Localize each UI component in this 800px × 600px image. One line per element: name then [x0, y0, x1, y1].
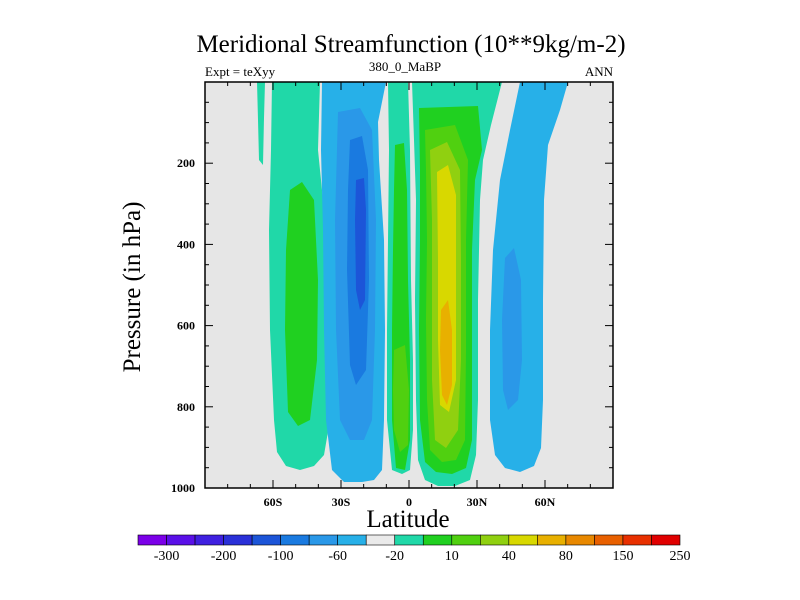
colorbar-swatch — [594, 534, 624, 546]
colorbar-label: 80 — [559, 549, 573, 564]
colorbar-swatch — [365, 534, 396, 546]
colorbar-swatch — [480, 534, 510, 546]
x-tick-label: 0 — [406, 495, 412, 509]
center-string: 380_0_MaBP — [369, 59, 441, 74]
colorbar-label: 10 — [445, 549, 459, 564]
y-tick-label: 400 — [177, 237, 195, 251]
colorbar-swatch — [394, 534, 424, 546]
y-tick-label: 1000 — [171, 481, 195, 495]
y-axis-label: Pressure (in hPa) — [119, 202, 146, 373]
chart-title: Meridional Streamfunction (10**9kg/m-2) — [196, 31, 625, 58]
colorbar-label: -100 — [268, 549, 294, 564]
colorbar-swatch — [223, 534, 253, 546]
colorbar-swatch — [194, 534, 224, 546]
plot-area — [205, 82, 613, 488]
colorbar-swatch — [308, 534, 338, 546]
colorbar-label: 250 — [670, 549, 691, 564]
colorbar-swatch — [651, 534, 681, 546]
x-tick-label: 60N — [535, 495, 556, 509]
y-tick-label: 800 — [177, 400, 195, 414]
contour-band — [502, 248, 522, 410]
contour-band — [355, 178, 366, 310]
colorbar-swatch — [166, 534, 196, 546]
colorbar-label: -20 — [385, 549, 404, 564]
contour-band — [257, 82, 265, 165]
colorbar-label: -200 — [211, 549, 237, 564]
x-tick-label: 30S — [332, 495, 351, 509]
x-tick-label: 30N — [467, 495, 488, 509]
y-tick-label: 600 — [177, 319, 195, 333]
contour-band — [440, 300, 452, 405]
colorbar: -300 -200 -100 -60 -20 10 40 80 150 250 — [137, 534, 691, 564]
colorbar-swatch — [251, 534, 281, 546]
colorbar-swatch — [422, 534, 453, 546]
x-tick-label: 60S — [264, 495, 283, 509]
colorbar-swatch — [137, 534, 167, 546]
colorbar-label: 40 — [502, 549, 516, 564]
left-string: Expt = teXyy — [205, 64, 276, 79]
right-string: ANN — [585, 64, 614, 79]
y-tick-label: 200 — [177, 156, 195, 170]
colorbar-label: -60 — [328, 549, 347, 564]
colorbar-swatch — [565, 534, 595, 546]
contour-band — [393, 345, 409, 452]
colorbar-swatch — [451, 534, 481, 546]
x-axis-label: Latitude — [366, 506, 449, 533]
axis-ticks: 60S 30S 0 30N 60N 200 400 600 800 1000 — [171, 82, 613, 509]
colorbar-label: 150 — [612, 549, 633, 564]
colorbar-swatch — [537, 534, 567, 546]
colorbar-label: -300 — [154, 549, 180, 564]
colorbar-swatch — [337, 534, 367, 546]
contour-band — [285, 182, 318, 426]
colorbar-swatch — [622, 534, 652, 546]
colorbar-swatch — [508, 534, 538, 546]
colorbar-swatch — [280, 534, 310, 546]
